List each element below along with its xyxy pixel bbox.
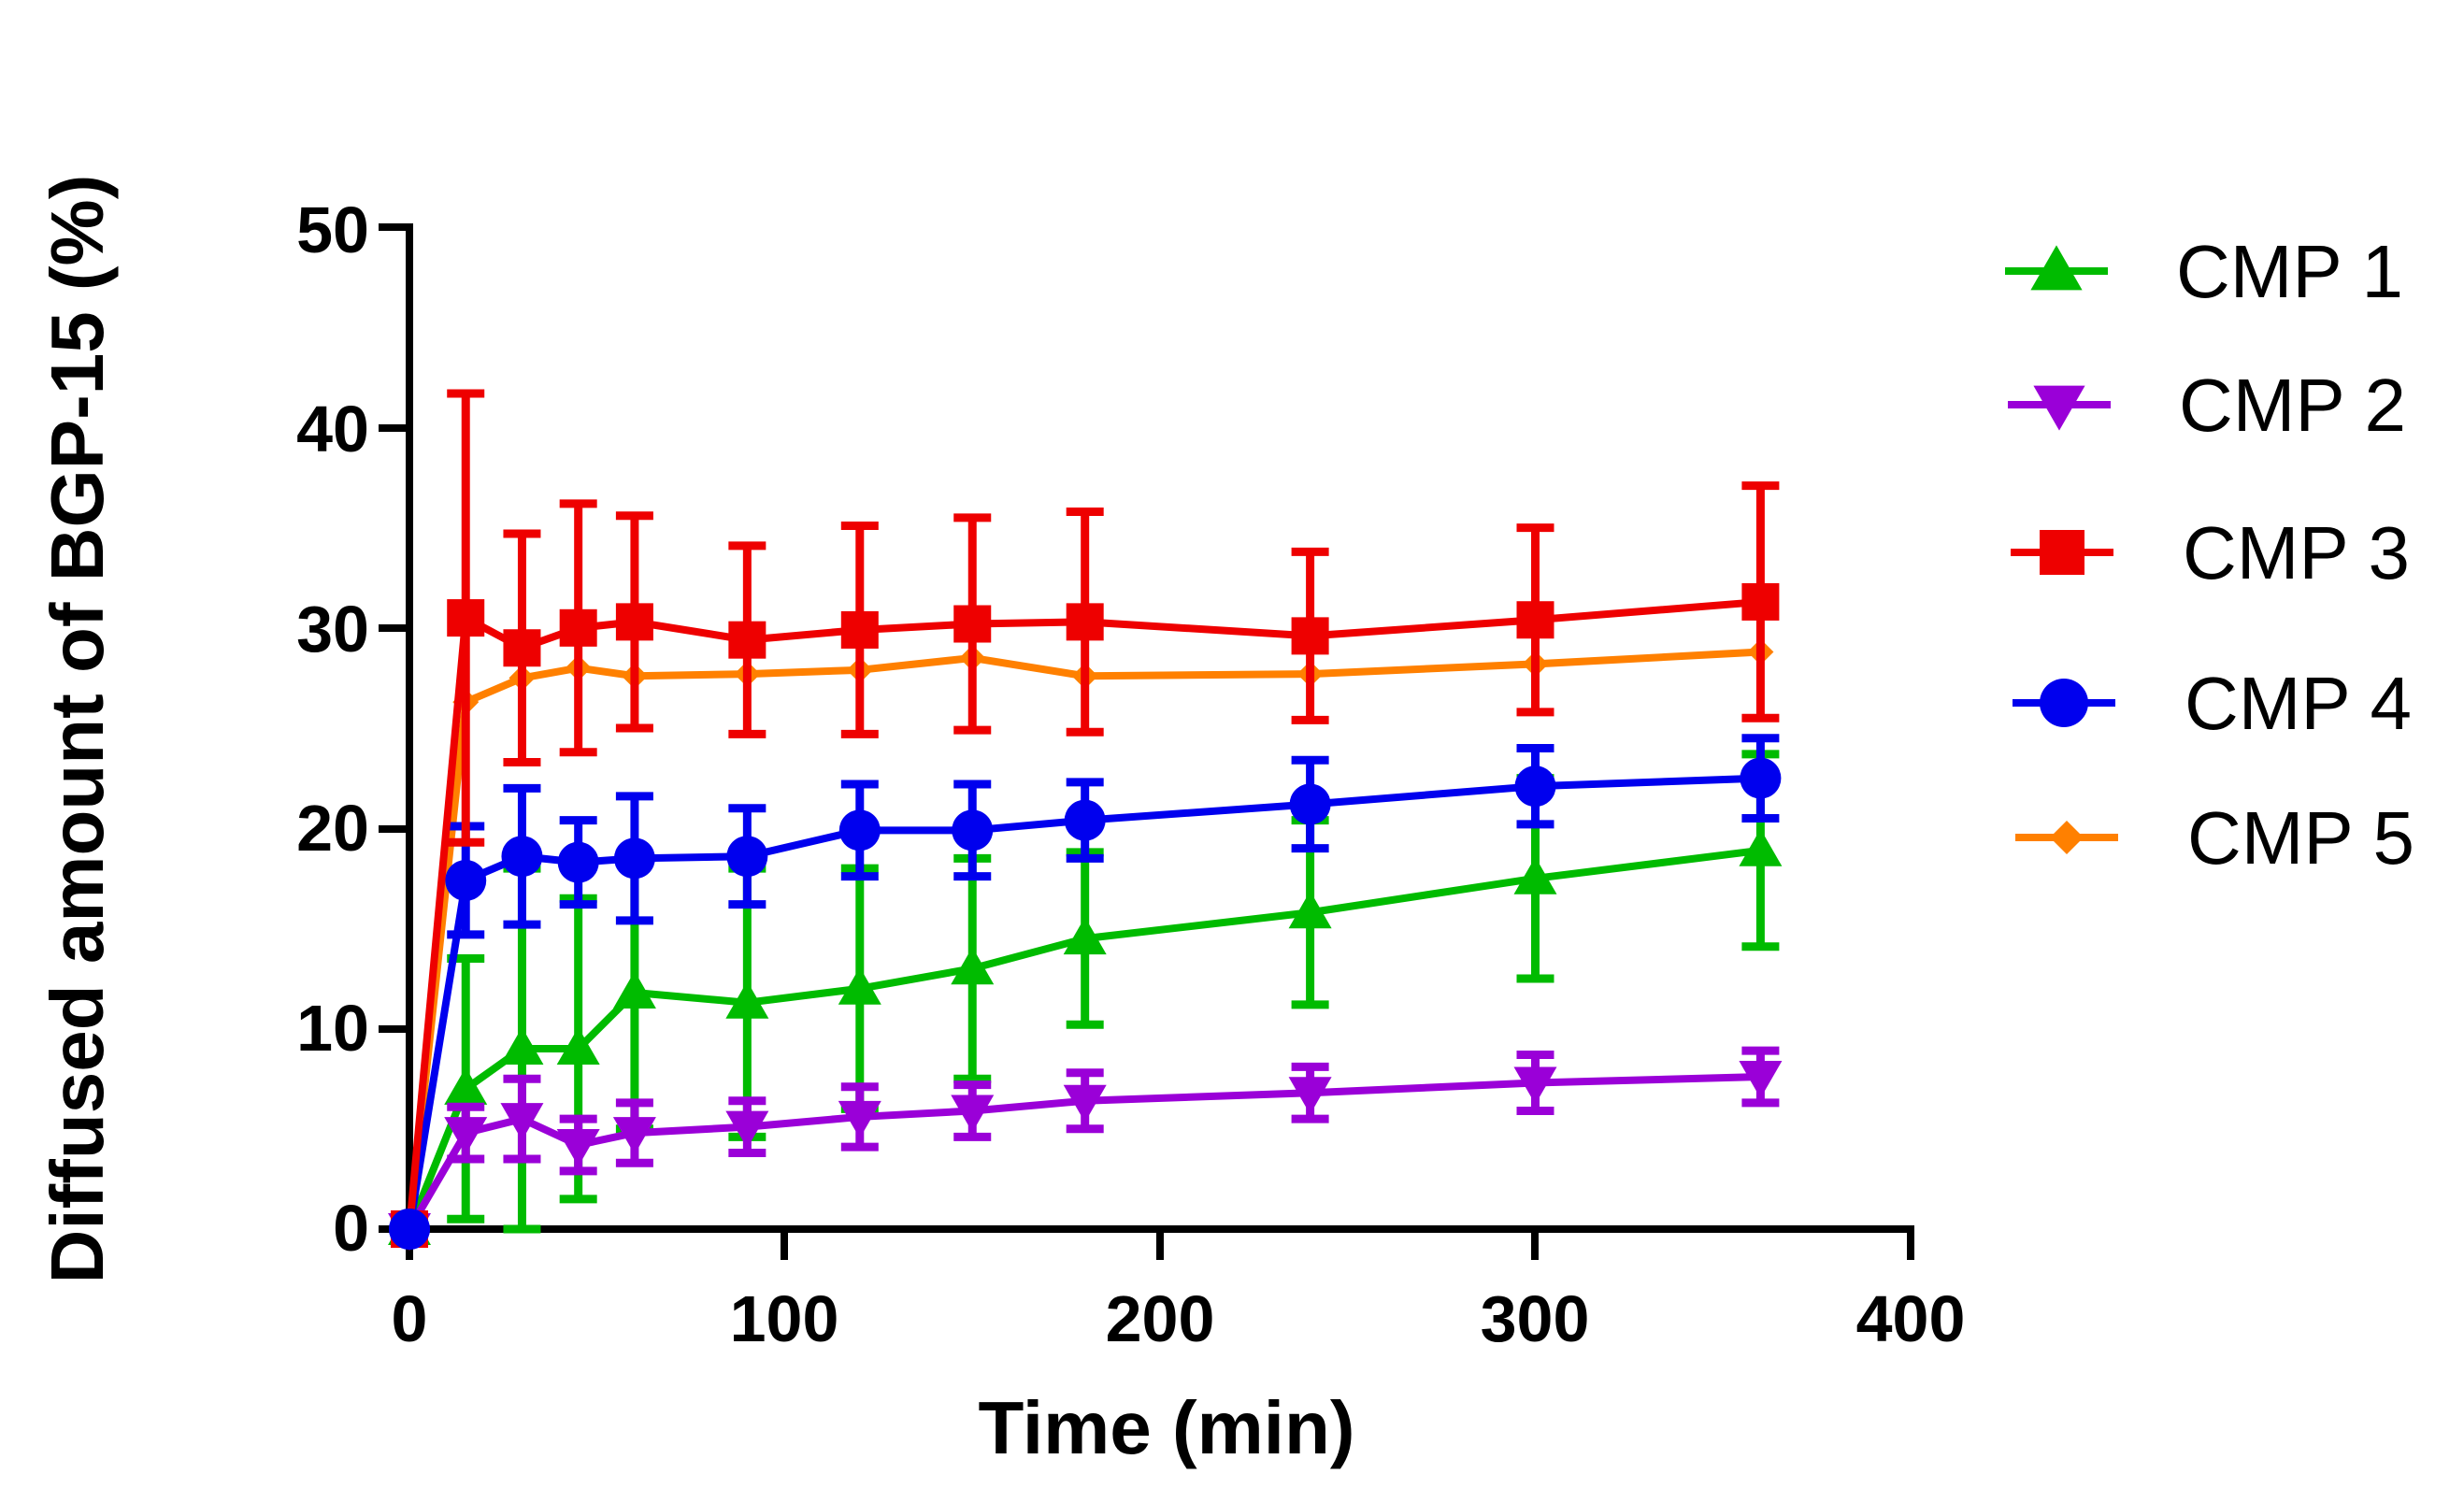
legend-marker-diamond	[2050, 821, 2084, 854]
data-point	[503, 629, 541, 667]
data-point	[615, 603, 653, 641]
data-point	[445, 859, 487, 901]
data-point	[840, 610, 879, 649]
legend-marker	[2040, 679, 2088, 727]
x-tick-label: 200	[1106, 1282, 1215, 1355]
data-point	[1063, 1084, 1107, 1123]
legend-label: CMP 2	[2179, 364, 2406, 447]
series-line	[406, 648, 1761, 1230]
data-point	[500, 1103, 544, 1141]
x-tick-label: 100	[730, 1282, 839, 1355]
legend-item-cmp-1: CMP 1	[2005, 230, 2403, 313]
legend-marker	[2050, 821, 2084, 854]
data-point	[1063, 917, 1107, 955]
plot-area	[388, 389, 1783, 1251]
legend-marker-triangle-down	[2033, 385, 2085, 431]
data-point	[559, 608, 597, 647]
legend-item-cmp-3: CMP 3	[2011, 511, 2410, 594]
data-point	[952, 809, 994, 851]
y-tick-label: 30	[296, 593, 369, 665]
x-tick-label: 300	[1481, 1282, 1590, 1355]
data-point	[726, 836, 768, 878]
data-point	[838, 966, 881, 1005]
data-point	[1514, 765, 1556, 808]
data-point	[1513, 856, 1557, 894]
legend-label: CMP 4	[2185, 662, 2412, 745]
legend-label: CMP 1	[2176, 230, 2403, 313]
y-axis-title: Diffused amount of BGP-15 (%)	[36, 175, 119, 1284]
legend-marker-circle	[2040, 679, 2088, 727]
data-point	[838, 809, 881, 851]
data-point	[1741, 582, 1780, 621]
data-point	[1291, 617, 1329, 655]
data-point	[1064, 799, 1106, 841]
data-point	[557, 841, 599, 883]
legend: CMP 1 CMP 2 CMP 3 CMP 4 CMP 5	[2005, 230, 2414, 880]
y-ticks	[379, 223, 409, 1233]
y-tick-label: 50	[296, 193, 369, 266]
x-tick-label: 0	[392, 1282, 428, 1355]
data-point	[1288, 891, 1332, 929]
data-point	[1513, 1066, 1557, 1105]
data-point	[838, 1100, 881, 1138]
data-point	[447, 599, 485, 637]
data-point	[501, 836, 543, 878]
legend-marker	[2033, 385, 2085, 431]
data-point	[556, 1128, 600, 1166]
data-point	[1066, 603, 1104, 641]
data-point	[389, 1209, 430, 1250]
y-tick-label: 20	[296, 792, 369, 865]
data-point	[612, 971, 656, 1009]
legend-item-cmp-5: CMP 5	[2015, 796, 2414, 880]
legend-label: CMP 3	[2183, 511, 2410, 594]
legend-label: CMP 5	[2187, 796, 2414, 880]
data-point	[444, 1066, 488, 1105]
data-point	[1739, 1061, 1783, 1099]
legend-marker-triangle-up	[2030, 245, 2083, 291]
data-point	[725, 1110, 769, 1149]
data-point	[613, 837, 655, 880]
series-cmp-4	[389, 734, 1782, 1250]
data-point	[612, 1117, 656, 1155]
data-point	[951, 947, 995, 985]
data-point	[444, 1117, 488, 1155]
data-point	[1516, 601, 1554, 639]
legend-marker	[2040, 530, 2084, 575]
legend-item-cmp-4: CMP 4	[2013, 662, 2412, 745]
data-point	[951, 1095, 995, 1133]
data-point	[1289, 783, 1331, 825]
data-point	[1288, 1077, 1332, 1115]
data-point	[1740, 757, 1782, 799]
y-tick-label: 0	[333, 1192, 369, 1265]
data-point	[728, 621, 766, 659]
x-ticks	[406, 1229, 1914, 1260]
y-tick-label: 10	[296, 992, 369, 1065]
legend-marker	[2030, 245, 2083, 291]
data-point	[556, 1027, 600, 1066]
legend-marker-square	[2040, 530, 2084, 575]
data-point	[953, 605, 992, 643]
y-tick-label: 40	[296, 393, 369, 465]
x-axis-title: Time (min)	[978, 1386, 1354, 1469]
series-cmp-2	[388, 1046, 1783, 1251]
data-point	[725, 980, 769, 1019]
x-tick-label: 400	[1856, 1282, 1966, 1355]
data-point	[1739, 828, 1783, 866]
data-point	[500, 1027, 544, 1066]
legend-item-cmp-2: CMP 2	[2008, 364, 2406, 447]
